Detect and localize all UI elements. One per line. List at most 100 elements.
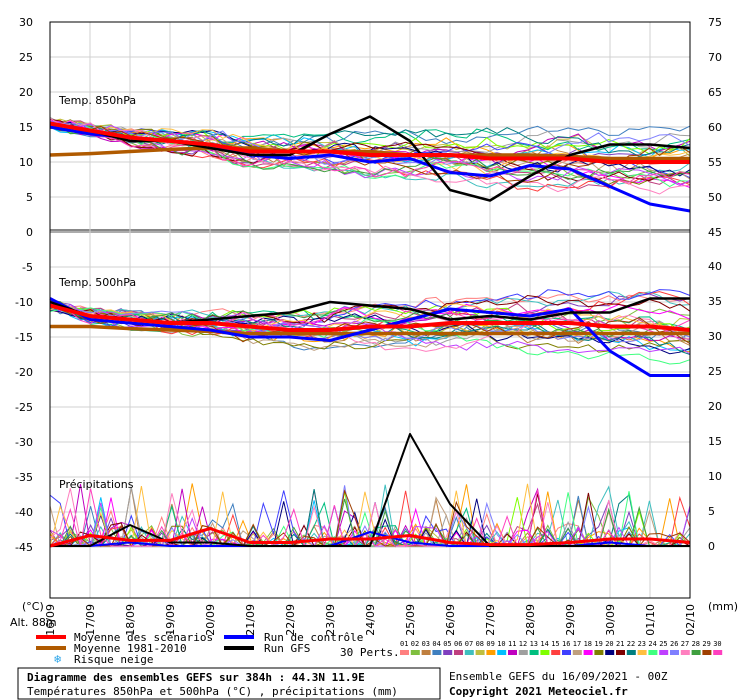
pert-number-13: 13 (530, 640, 538, 648)
legend-mean-label: Moyenne des scénarios (74, 631, 213, 644)
left-tick-25: 25 (19, 51, 33, 64)
date-label-20-09: 20/09 (204, 604, 217, 636)
footer-copyright: Copyright 2021 Meteociel.fr (449, 685, 628, 698)
right-tick-top-45: 45 (708, 226, 722, 239)
pert-number-05: 05 (443, 640, 451, 648)
altitude-label: Alt. 88m (10, 616, 57, 629)
pert-number-07: 07 (465, 640, 473, 648)
pert-number-18: 18 (584, 640, 592, 648)
pert-swatch-16 (562, 650, 571, 655)
pert-color-legend: 01 02 03 04 05 06 07 08 09 10 11 12 13 14 15 16 17 18 19 20… (400, 640, 723, 655)
pert-25-t850 (49, 123, 691, 187)
left-tick-30: -30 (15, 436, 33, 449)
left-tick-40: -40 (15, 506, 33, 519)
pert-swatch-03 (421, 650, 431, 655)
pert-swatch-21 (616, 650, 625, 655)
left-tick-30: 30 (19, 16, 33, 29)
footer-title: Diagramme des ensembles GEFS sur 384h : … (27, 671, 365, 684)
pert-swatch-05 (443, 650, 453, 655)
left-tick-5: 5 (26, 191, 33, 204)
date-label-01-10: 01/10 (644, 604, 657, 636)
legend: Moyenne des scénarios Moyenne 1981-2010 … (36, 631, 723, 666)
pert-swatch-09 (486, 650, 496, 655)
legend-perts-label: 30 Perts. (340, 646, 400, 659)
pert-swatch-01 (400, 650, 409, 655)
pert-swatch-15 (551, 650, 561, 655)
left-tick-5: -5 (22, 261, 33, 274)
date-label-02-10: 02/10 (684, 604, 697, 636)
pert-swatch-30 (713, 650, 723, 655)
pert-23-t500 (49, 303, 691, 336)
legend-control-label: Run de contrôle (264, 631, 363, 644)
legend-climo-label: Moyenne 1981-2010 (74, 642, 187, 655)
pert-number-23: 23 (638, 640, 646, 648)
right-tick-bottom-40: 40 (708, 260, 722, 273)
right-tick-bottom-10: 10 (708, 470, 722, 483)
left-tick-20: 20 (19, 86, 33, 99)
right-tick-top-65: 65 (708, 86, 722, 99)
date-label-17-09: 17/09 (84, 604, 97, 636)
right-axis-unit: (mm) (708, 600, 738, 613)
pert-swatch-08 (475, 650, 485, 655)
footer-title-box (17, 667, 441, 700)
pert-15-t850 (49, 120, 691, 192)
plot-frame (49, 21, 691, 599)
legend-snow-label: Risque neige (74, 653, 153, 666)
date-label-24-09: 24/09 (364, 604, 377, 636)
pert-number-06: 06 (454, 640, 462, 648)
pert-swatch-24 (648, 650, 658, 655)
line-precip-mean (49, 527, 691, 548)
pert-swatch-25 (659, 650, 669, 655)
left-tick-0: 0 (26, 226, 33, 239)
pert-swatch-18 (583, 650, 593, 655)
series-layer (49, 115, 691, 548)
pert-number-14: 14 (540, 640, 548, 648)
pert-number-15: 15 (551, 640, 559, 648)
left-tick-10: -10 (15, 296, 33, 309)
pert-number-04: 04 (432, 640, 440, 648)
line-t850-mean (49, 121, 690, 164)
right-tick-top-55: 55 (708, 156, 722, 169)
pert-swatch-06 (454, 650, 463, 655)
pert-number-28: 28 (692, 640, 700, 648)
date-label-16-09: 16/09 (44, 604, 57, 636)
pert-swatch-20 (605, 650, 615, 655)
pert-swatch-04 (432, 650, 442, 655)
line-precip-gfs (50, 433, 690, 547)
pert-number-12: 12 (519, 640, 527, 648)
pert-number-19: 19 (594, 640, 602, 648)
date-label-29-09: 29/09 (564, 604, 577, 636)
pert-swatch-17 (572, 650, 582, 655)
right-tick-bottom-0: 0 (708, 540, 715, 553)
axes-layer: 302520151050-5-10-15-20-25-30-35-40-4575… (15, 16, 722, 636)
pert-number-09: 09 (486, 640, 494, 648)
snowflake-icon: ❄ (54, 652, 61, 666)
pert-number-11: 11 (508, 640, 516, 648)
pert-number-10: 10 (497, 640, 505, 648)
legend-gfs-label: Run GFS (264, 642, 310, 655)
left-tick-10: 10 (19, 156, 33, 169)
line-t500-climo (50, 324, 690, 336)
pert-swatch-14 (540, 650, 550, 655)
pert-26-t850 (49, 120, 691, 166)
pert-swatch-10 (497, 650, 507, 655)
panel-label-t850: Temp. 850hPa (58, 94, 136, 107)
left-tick-25: -25 (15, 401, 33, 414)
pert-swatch-29 (702, 650, 712, 655)
right-tick-bottom-25: 25 (708, 365, 722, 378)
left-axis-unit: (°C) (22, 600, 44, 613)
pert-number-24: 24 (648, 640, 656, 648)
date-label-27-09: 27/09 (484, 604, 497, 636)
pert-number-25: 25 (659, 640, 667, 648)
date-label-23-09: 23/09 (324, 604, 337, 636)
date-label-26-09: 26/09 (444, 604, 457, 636)
date-label-30-09: 30/09 (604, 604, 617, 636)
right-tick-top-50: 50 (708, 191, 722, 204)
pert-number-03: 03 (422, 640, 430, 648)
pert-number-29: 29 (702, 640, 710, 648)
pert-swatch-27 (680, 650, 690, 655)
pert-swatch-19 (594, 650, 604, 655)
footer-run-info: Ensemble GEFS du 16/09/2021 - 00Z (449, 670, 668, 683)
left-tick-15: -15 (15, 331, 33, 344)
pert-number-27: 27 (681, 640, 689, 648)
